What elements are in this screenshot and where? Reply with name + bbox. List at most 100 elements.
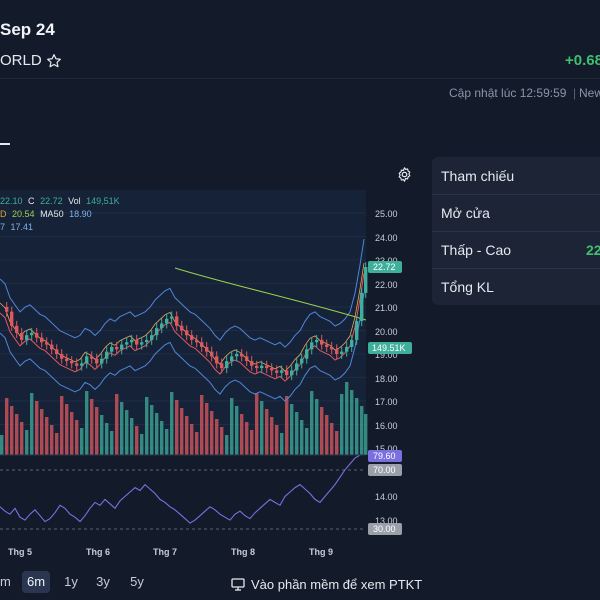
volume-bar (95, 407, 99, 455)
volume-bar (75, 420, 79, 455)
candlestick (90, 356, 94, 359)
candlestick (10, 311, 14, 326)
candlestick (310, 342, 314, 350)
low-high-label: Thấp - Cao (441, 242, 512, 258)
volume-bar (190, 424, 194, 455)
candlestick (45, 342, 49, 345)
candlestick (240, 354, 244, 357)
bollinger-lower (0, 293, 365, 402)
range-button-5y[interactable]: 5y (130, 574, 144, 589)
volume-bar (170, 392, 174, 455)
range-button-3y[interactable]: 3y (96, 574, 110, 589)
volume-bar (90, 399, 94, 455)
volume-bar (110, 431, 114, 455)
legend-value: 22.10 (0, 196, 23, 206)
candlestick (70, 361, 74, 364)
volume-bar (200, 395, 204, 455)
rsi-tick: 13.00 (375, 516, 398, 526)
stock-info-panel: Tham chiếu Mở cửa Thấp - Cao 22 Tổng KL (432, 157, 600, 305)
candlestick (85, 356, 89, 364)
candlestick (265, 365, 269, 369)
candlestick (325, 344, 329, 347)
legend-key: MA50 (40, 209, 64, 219)
svg-text:149.51K: 149.51K (372, 343, 406, 353)
page-title: Sep 24 (0, 20, 55, 39)
price-tick: 24.00 (375, 233, 398, 243)
candlestick (135, 339, 139, 345)
star-icon[interactable] (46, 53, 62, 69)
candlestick (100, 358, 104, 364)
total-volume-label: Tổng KL (441, 279, 494, 295)
volume-bar (360, 406, 364, 455)
open-desktop-app-link[interactable]: Vào phần mềm để xem PTKT (251, 577, 423, 592)
candlestick (305, 349, 309, 359)
volume-bar (40, 409, 44, 455)
volume-bar (245, 422, 249, 455)
volume-bar (125, 410, 129, 455)
candlestick (290, 370, 294, 376)
volume-bar (155, 413, 159, 455)
volume-bar (240, 414, 244, 455)
update-time: Cập nhật lúc 12:59:59 (449, 86, 567, 100)
volume-bar (215, 419, 219, 455)
volume-bar (285, 396, 289, 455)
candlestick (220, 363, 224, 369)
volume-bar (275, 425, 279, 455)
volume-bar (35, 401, 39, 455)
gear-icon[interactable] (396, 166, 413, 183)
news-link[interactable]: New (579, 86, 600, 100)
candlestick (280, 370, 284, 373)
candlestick (345, 346, 349, 352)
candlestick (125, 342, 129, 345)
candlestick (195, 339, 199, 343)
volume-bar (220, 427, 224, 455)
price-chart[interactable]: 22.10 C 22.72 Vol 149,51K D 20.54 MA50 1… (0, 190, 412, 568)
svg-text:22.72: 22.72 (373, 262, 396, 272)
volume-bar (335, 431, 339, 455)
candlestick (165, 318, 169, 324)
divider (432, 194, 600, 195)
candlestick (275, 370, 279, 373)
volume-bar (364, 414, 368, 455)
rsi-tick: 14.00 (375, 492, 398, 502)
open-price-label: Mở cửa (441, 205, 490, 221)
candlestick (225, 361, 229, 369)
price-change: +0.68 (565, 52, 600, 69)
volume-bar (55, 433, 59, 455)
low-high-value: 22 (586, 242, 600, 258)
volume-bars (0, 382, 368, 455)
price-tick: 19.00 (375, 350, 398, 360)
candlestick (190, 335, 194, 340)
volume-bar (355, 398, 359, 455)
volume-bar (115, 394, 119, 455)
candlesticks (5, 262, 368, 381)
candlestick (25, 335, 29, 340)
time-axis: Thg 5 Thg 6 Thg 7 Thg 8 Thg 9 (8, 547, 333, 557)
svg-text:30.00: 30.00 (373, 524, 396, 534)
legend-key: D (0, 209, 7, 219)
range-button-6m[interactable]: 6m (22, 571, 50, 593)
candlestick (115, 346, 119, 350)
volume-bar (325, 415, 329, 455)
volume-bar (305, 428, 309, 455)
candlestick (185, 330, 189, 336)
moving-average-line (0, 273, 365, 382)
volume-bar (310, 391, 314, 455)
range-button-m[interactable]: m (0, 574, 11, 589)
volume-bar (260, 401, 264, 455)
candlestick (235, 354, 239, 357)
candlestick (355, 321, 359, 340)
range-button-1y[interactable]: 1y (64, 574, 78, 589)
candlestick (215, 356, 219, 364)
legend-value: 18.90 (69, 209, 92, 219)
volume-bar (265, 409, 269, 455)
candlestick (145, 339, 149, 343)
legend-value: 17.41 (11, 222, 34, 232)
candlestick (360, 292, 364, 322)
candlestick (65, 358, 69, 362)
rsi-line (0, 454, 361, 524)
volume-bar (225, 435, 229, 455)
volume-bar (345, 382, 349, 455)
candlestick (210, 351, 214, 357)
volume-bar (280, 433, 284, 455)
